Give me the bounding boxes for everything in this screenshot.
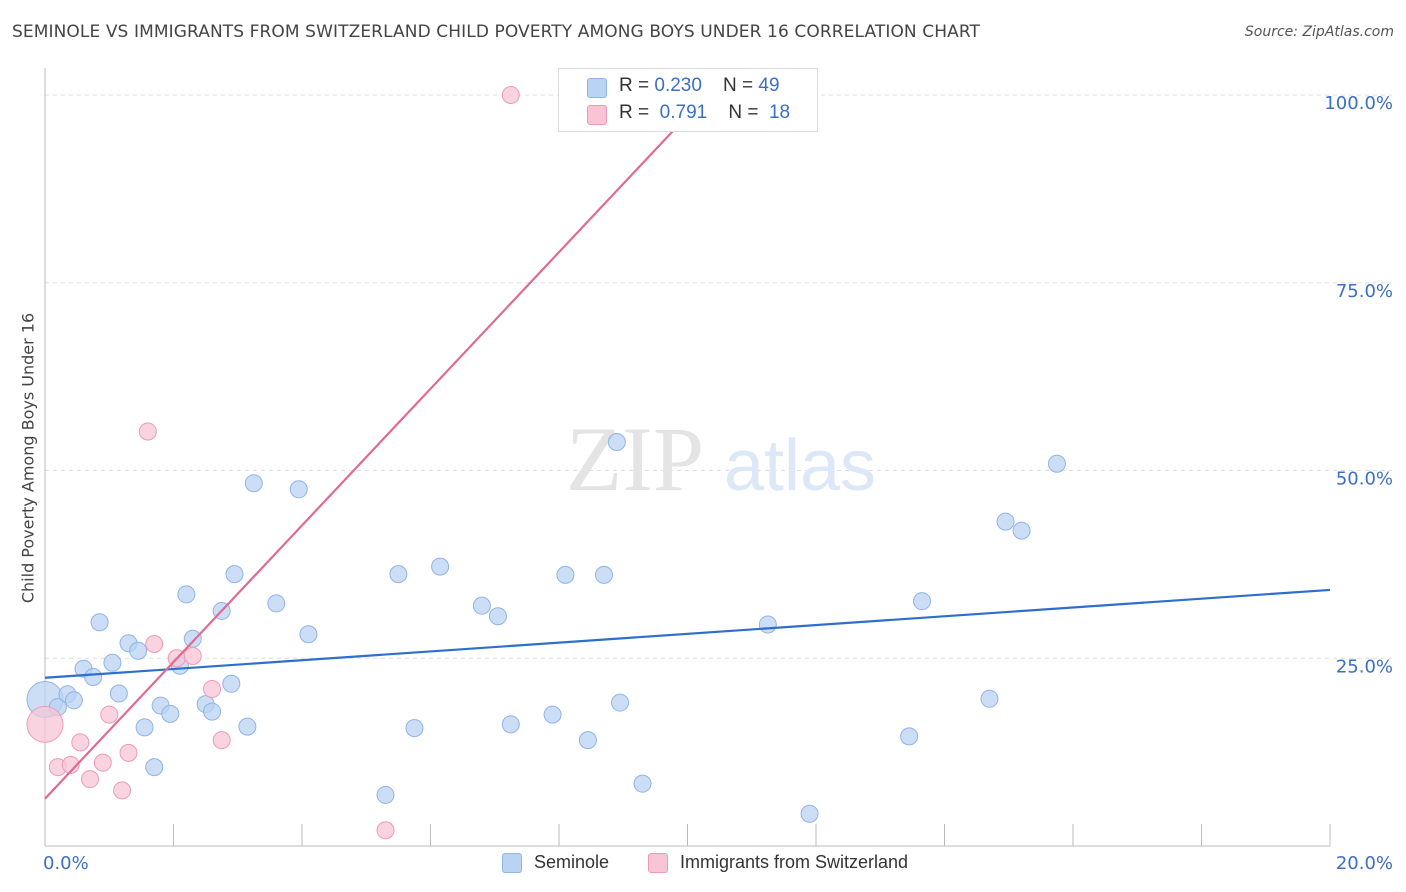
seminole-point — [607, 432, 626, 451]
seminole-point — [203, 702, 222, 721]
seminole-point — [90, 613, 109, 632]
swiss-point — [100, 705, 119, 724]
axes — [44, 68, 1331, 847]
swiss-points — [26, 86, 520, 840]
seminole-point — [800, 804, 819, 823]
seminole-point — [578, 731, 597, 750]
x-tick-labels: 0.0% 20.0% — [43, 853, 1393, 874]
swiss-point — [61, 755, 80, 774]
seminole-point — [980, 689, 999, 708]
legend-n-value: 18 — [768, 102, 791, 123]
seminole-point — [145, 758, 164, 777]
seminole-point — [758, 615, 777, 634]
seminole-point — [135, 718, 154, 737]
seminole-point — [238, 717, 257, 736]
swiss-point — [93, 753, 112, 772]
x-tick-label: 0.0% — [43, 853, 89, 874]
stats-legend: R = 0.230 N = 49 R = 0.791 N = 18 — [558, 68, 818, 132]
x-tick-label: 20.0% — [1336, 853, 1393, 874]
y-tick-label: 50.0% — [1336, 469, 1393, 490]
legend-text-seminole: R = 0.230 N = 49 — [619, 75, 780, 97]
seminole-point — [267, 594, 286, 613]
legend-swatch-swiss — [587, 105, 607, 125]
legend-r-value: 0.791 — [659, 102, 708, 123]
watermark-atlas: atlas — [724, 426, 876, 506]
seminole-points — [26, 432, 1066, 823]
seminole-point — [611, 693, 630, 712]
swiss-point — [145, 634, 164, 653]
y-tick-label: 100.0% — [1324, 93, 1393, 114]
seminole-point — [183, 629, 202, 648]
source-credit: Source: ZipAtlas.com — [1244, 24, 1394, 40]
swiss-point — [119, 743, 138, 762]
seminole-point — [594, 565, 613, 584]
seminole-point — [431, 557, 450, 576]
swiss-point — [26, 705, 64, 743]
legend-n-value: 49 — [758, 75, 780, 96]
seminole-point — [913, 592, 932, 611]
seminole-point — [84, 668, 103, 687]
legend-text-swiss: R = 0.791 N = 18 — [619, 102, 790, 124]
seminole-point — [376, 785, 395, 804]
legend-swatch-seminole — [502, 852, 522, 873]
swiss-point — [212, 731, 231, 750]
legend-label-swiss: Immigrants from Switzerland — [680, 852, 909, 872]
legend-swatch-seminole — [587, 78, 607, 98]
seminole-point — [1012, 521, 1031, 540]
watermark-zip: ZIP — [566, 408, 704, 510]
seminole-point — [900, 727, 919, 746]
trend-lines — [44, 94, 1331, 800]
swiss-point — [501, 86, 520, 105]
seminole-point — [289, 480, 308, 499]
legend-n-label: N = — [728, 102, 764, 123]
legend-label-seminole: Seminole — [534, 852, 610, 872]
legend-r-value: 0.230 — [654, 75, 702, 96]
seminole-point — [109, 684, 128, 703]
swiss-point — [376, 821, 395, 840]
y-tick-label: 25.0% — [1336, 656, 1393, 677]
swiss-trend-line — [44, 94, 708, 800]
seminole-point — [501, 715, 520, 734]
watermark: ZIP atlas — [566, 408, 876, 510]
swiss-point — [80, 770, 99, 789]
seminole-point — [103, 653, 122, 672]
seminole-point — [633, 774, 652, 793]
swiss-point — [138, 422, 157, 441]
legend-item-seminole: Seminole — [502, 852, 609, 873]
seminole-point — [1047, 454, 1066, 473]
seminole-point — [405, 719, 424, 738]
y-tick-label: 75.0% — [1336, 281, 1393, 302]
seminole-point — [543, 705, 562, 724]
seminole-point — [389, 565, 408, 584]
legend-n-label: N = — [723, 75, 759, 96]
legend-swatch-swiss — [648, 852, 668, 873]
swiss-point — [113, 781, 132, 800]
legend-r-label: R = — [619, 102, 655, 123]
legend-r-label: R = — [619, 75, 655, 96]
seminole-point — [222, 674, 241, 693]
seminole-point — [129, 641, 148, 660]
seminole-point — [472, 596, 491, 615]
seminole-point — [488, 607, 507, 626]
swiss-point — [203, 680, 222, 699]
seminole-point — [161, 704, 180, 723]
seminole-point — [244, 474, 263, 493]
seminole-point — [299, 625, 318, 644]
seminole-point — [64, 691, 83, 710]
seminole-point — [177, 585, 196, 604]
legend-item-swiss: Immigrants from Switzerland — [648, 852, 908, 873]
seminole-point — [556, 565, 575, 584]
series-legend: Seminole Immigrants from Switzerland — [0, 852, 1406, 878]
swiss-point — [71, 733, 90, 752]
chart-title: SEMINOLE VS IMMIGRANTS FROM SWITZERLAND … — [12, 22, 980, 42]
seminole-point — [996, 512, 1015, 531]
seminole-trend-line — [44, 588, 1331, 679]
y-tick-labels: 25.0% 50.0% 75.0% 100.0% — [1324, 93, 1393, 677]
seminole-point — [225, 565, 244, 584]
gridlines — [45, 94, 1392, 659]
swiss-point — [183, 647, 202, 666]
